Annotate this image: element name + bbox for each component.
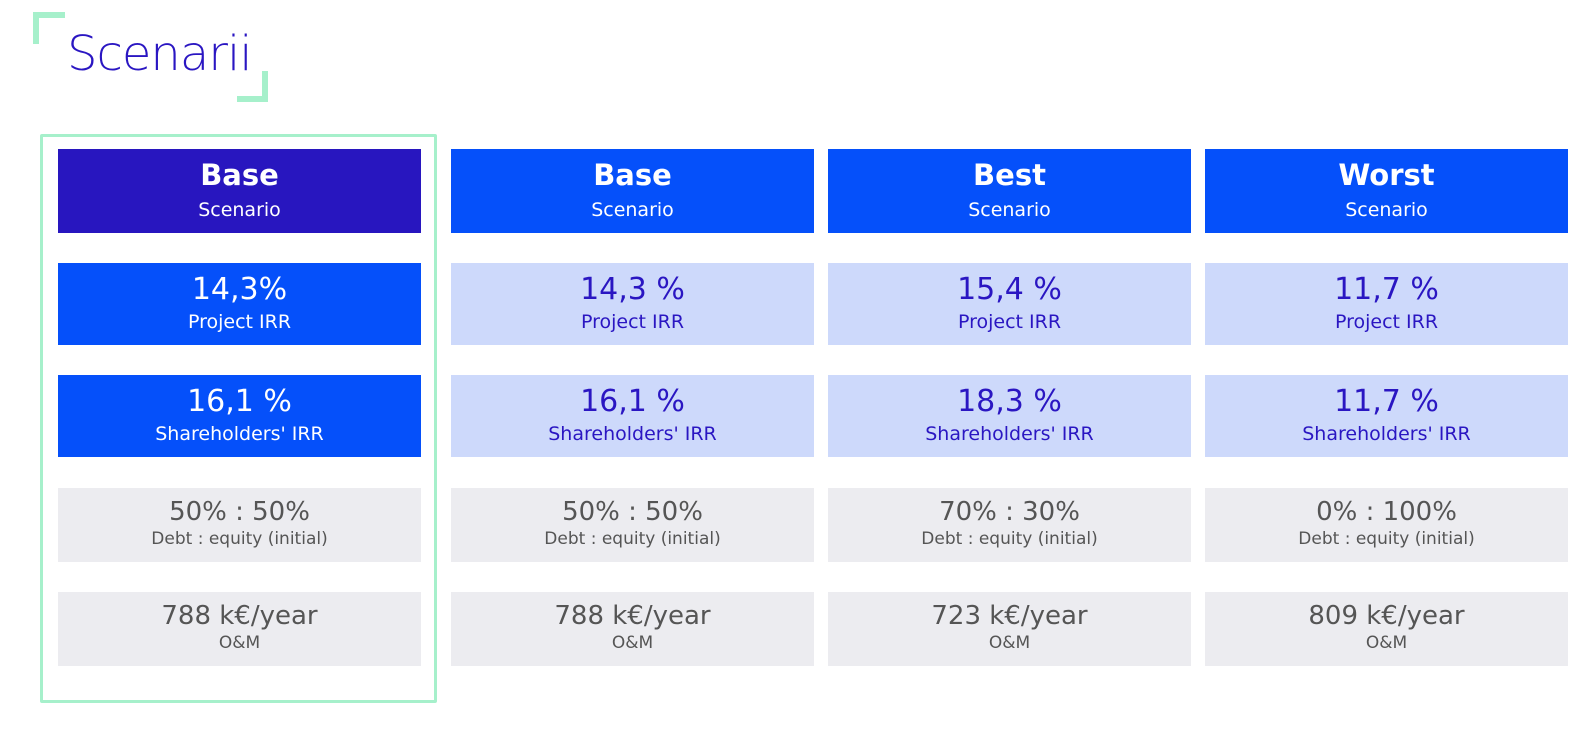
scenario-header: Worst Scenario <box>1205 149 1568 233</box>
scenario-subtitle: Scenario <box>968 199 1051 221</box>
project-irr-value: 15,4 % <box>957 272 1062 307</box>
scenario-column-worst[interactable]: Worst Scenario 11,7 % Project IRR 11,7 %… <box>1205 0 1568 742</box>
scenario-column-best[interactable]: Best Scenario 15,4 % Project IRR 18,3 % … <box>828 0 1191 742</box>
scenario-name: Base <box>200 158 279 192</box>
title-bracket-top-left <box>33 12 65 44</box>
shareholders-irr-value: 16,1 % <box>187 384 292 419</box>
debt-equity-value: 0% : 100% <box>1316 497 1457 527</box>
scenario-name: Base <box>593 158 672 192</box>
shareholders-irr-cell: 16,1 % Shareholders' IRR <box>451 375 814 457</box>
om-label: O&M <box>218 633 261 653</box>
project-irr-value: 14,3% <box>191 272 288 307</box>
project-irr-label: Project IRR <box>580 311 685 333</box>
scenario-column-base-selected[interactable]: Base Scenario 14,3% Project IRR 16,1 % S… <box>58 0 421 742</box>
title-bracket-bottom-right <box>237 71 268 102</box>
om-label: O&M <box>1365 633 1408 653</box>
shareholders-irr-label: Shareholders' IRR <box>548 423 717 445</box>
shareholders-irr-label: Shareholders' IRR <box>925 423 1094 445</box>
scenario-header: Base Scenario <box>451 149 814 233</box>
debt-equity-label: Debt : equity (initial) <box>1298 529 1475 549</box>
project-irr-value: 11,7 % <box>1334 272 1439 307</box>
om-cell: 723 k€/year O&M <box>828 592 1191 666</box>
shareholders-irr-cell: 18,3 % Shareholders' IRR <box>828 375 1191 457</box>
shareholders-irr-cell: 16,1 % Shareholders' IRR <box>58 375 421 457</box>
scenario-subtitle: Scenario <box>591 199 674 221</box>
project-irr-cell: 14,3% Project IRR <box>58 263 421 345</box>
shareholders-irr-label: Shareholders' IRR <box>1302 423 1471 445</box>
om-cell: 809 k€/year O&M <box>1205 592 1568 666</box>
debt-equity-cell: 70% : 30% Debt : equity (initial) <box>828 488 1191 562</box>
om-cell: 788 k€/year O&M <box>451 592 814 666</box>
debt-equity-value: 50% : 50% <box>562 497 703 527</box>
debt-equity-label: Debt : equity (initial) <box>921 529 1098 549</box>
scenario-column-base[interactable]: Base Scenario 14,3 % Project IRR 16,1 % … <box>451 0 814 742</box>
om-value: 723 k€/year <box>931 601 1088 631</box>
shareholders-irr-value: 11,7 % <box>1334 384 1439 419</box>
shareholders-irr-value: 18,3 % <box>957 384 1062 419</box>
scenario-name: Best <box>973 158 1046 192</box>
debt-equity-value: 70% : 30% <box>939 497 1080 527</box>
debt-equity-cell: 0% : 100% Debt : equity (initial) <box>1205 488 1568 562</box>
om-value: 788 k€/year <box>161 601 318 631</box>
debt-equity-label: Debt : equity (initial) <box>544 529 721 549</box>
debt-equity-value: 50% : 50% <box>169 497 310 527</box>
scenario-header: Best Scenario <box>828 149 1191 233</box>
om-label: O&M <box>988 633 1031 653</box>
om-value: 788 k€/year <box>554 601 711 631</box>
scenario-subtitle: Scenario <box>1345 199 1428 221</box>
shareholders-irr-label: Shareholders' IRR <box>155 423 324 445</box>
scenario-header: Base Scenario <box>58 149 421 233</box>
om-value: 809 k€/year <box>1308 601 1465 631</box>
project-irr-label: Project IRR <box>187 311 292 333</box>
project-irr-label: Project IRR <box>1334 311 1439 333</box>
debt-equity-label: Debt : equity (initial) <box>151 529 328 549</box>
om-label: O&M <box>611 633 654 653</box>
project-irr-cell: 15,4 % Project IRR <box>828 263 1191 345</box>
shareholders-irr-cell: 11,7 % Shareholders' IRR <box>1205 375 1568 457</box>
project-irr-cell: 14,3 % Project IRR <box>451 263 814 345</box>
page-title: Scenarii <box>67 26 253 82</box>
om-cell: 788 k€/year O&M <box>58 592 421 666</box>
project-irr-cell: 11,7 % Project IRR <box>1205 263 1568 345</box>
project-irr-label: Project IRR <box>957 311 1062 333</box>
project-irr-value: 14,3 % <box>580 272 685 307</box>
debt-equity-cell: 50% : 50% Debt : equity (initial) <box>451 488 814 562</box>
scenario-name: Worst <box>1338 158 1435 192</box>
shareholders-irr-value: 16,1 % <box>580 384 685 419</box>
debt-equity-cell: 50% : 50% Debt : equity (initial) <box>58 488 421 562</box>
scenario-subtitle: Scenario <box>198 199 281 221</box>
